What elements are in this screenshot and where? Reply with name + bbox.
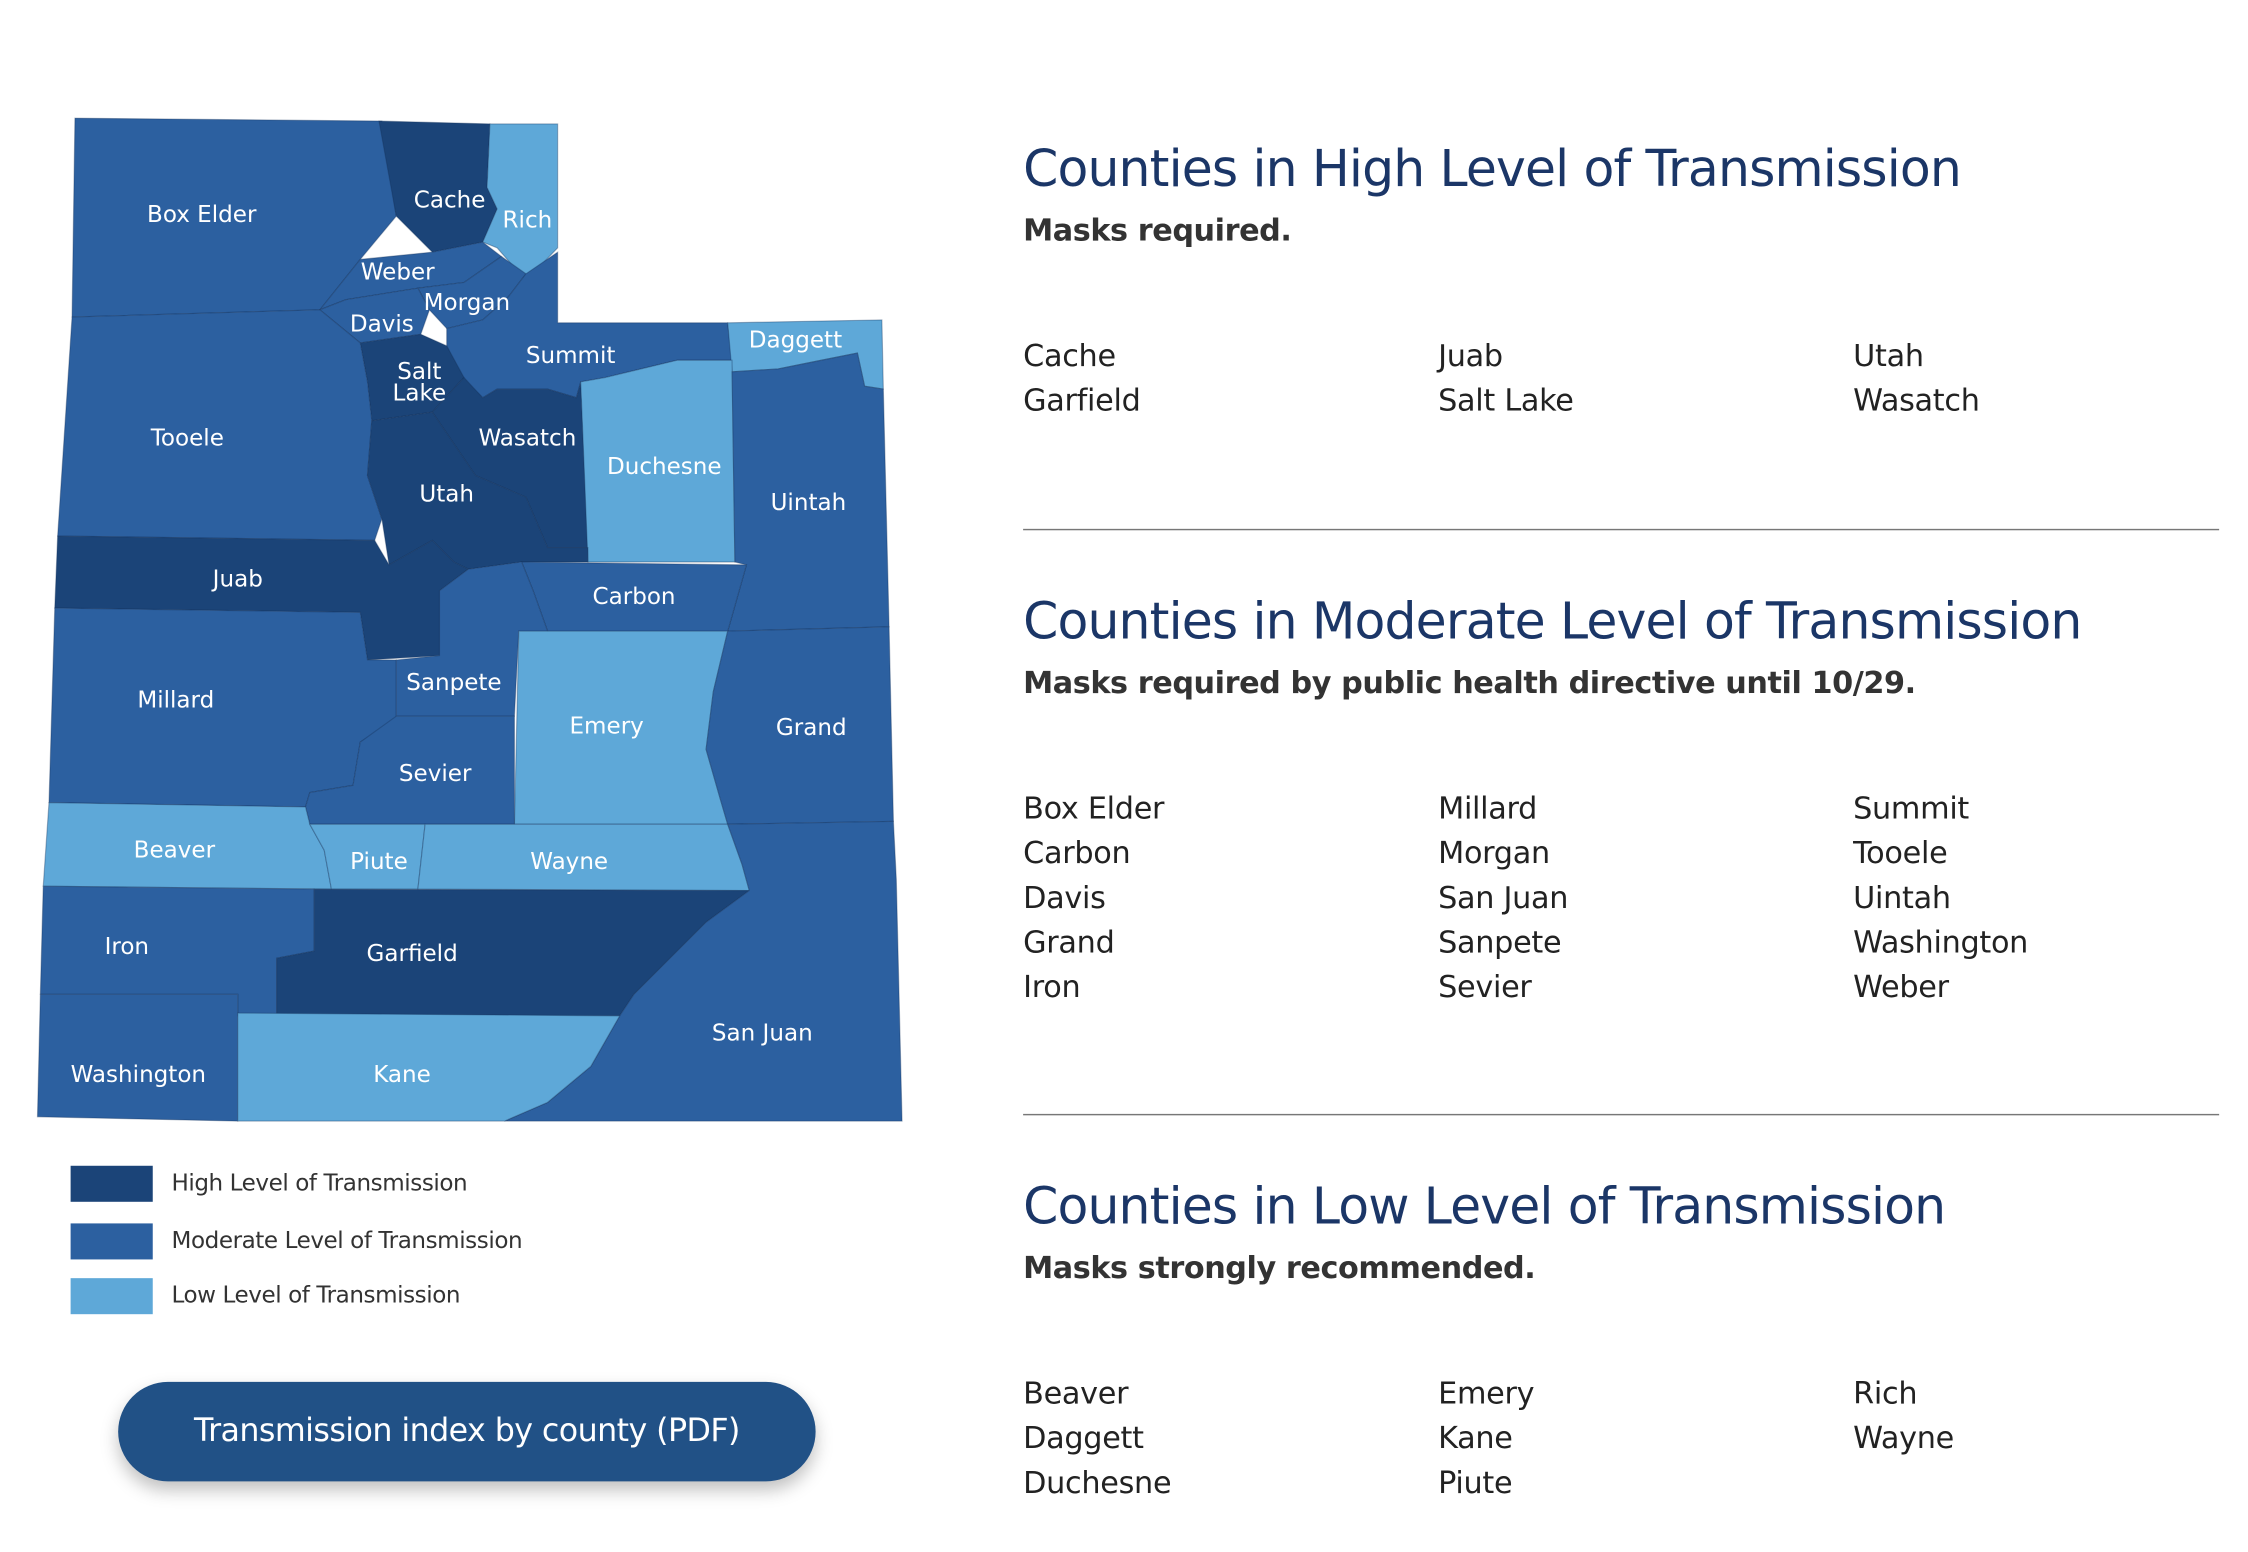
- county-label-uintah: Uintah: [771, 490, 847, 516]
- county-label-grand: Grand: [776, 715, 847, 741]
- county-label-duchesne: Duchesne: [607, 454, 722, 480]
- county-list-item: Carbon: [1023, 835, 1131, 871]
- county-list-item: Davis: [1023, 880, 1106, 916]
- county-column: Juab Salt Lake: [1438, 334, 1853, 423]
- legend-label: Moderate Level of Transmission: [171, 1226, 523, 1254]
- county-label-wayne: Wayne: [530, 849, 608, 875]
- county-label-box-elder: Box Elder: [147, 202, 257, 228]
- county-column: Summit Tooele Uintah Washington Weber: [1853, 787, 2248, 1010]
- county-label-emery: Emery: [570, 713, 644, 739]
- county-label-utah: Utah: [419, 481, 474, 507]
- county-label-daggett: Daggett: [749, 327, 842, 353]
- utah-county-map: Box Elder Cache Rich Weber Morgan Davis Summit…: [36, 117, 903, 1122]
- county-list-item: Piute: [1438, 1465, 1513, 1501]
- county-label-morgan: Morgan: [424, 290, 510, 316]
- legend-swatch-moderate: [70, 1223, 153, 1260]
- section-subtitle: Masks required by public health directiv…: [1023, 665, 1916, 701]
- section-high: Counties in High Level of Transmission M…: [1023, 141, 2219, 418]
- county-list-item: Sanpete: [1438, 925, 1562, 960]
- section-low: Counties in Low Level of Transmission Ma…: [1023, 1178, 2219, 1500]
- county-label-kane: Kane: [373, 1062, 431, 1088]
- county-list-item: Uintah: [1853, 880, 1951, 916]
- county-list: Beaver Daggett Duchesne Emery Kane Piute Rich W…: [1023, 1372, 2248, 1506]
- county-label-san-juan: San Juan: [712, 1020, 813, 1046]
- county-washington: [36, 993, 239, 1122]
- county-label-carbon: Carbon: [593, 584, 676, 610]
- transmission-index-pdf-button[interactable]: Transmission index by county (PDF): [118, 1381, 816, 1482]
- county-label-iron: Iron: [105, 934, 149, 960]
- divider: [1023, 528, 2220, 531]
- county-list-item: Wayne: [1853, 1420, 1954, 1456]
- county-list-item: Salt Lake: [1438, 383, 1574, 418]
- county-rich: [481, 123, 559, 282]
- county-list-item: Washington: [1853, 925, 2029, 960]
- county-list-item: Emery: [1438, 1376, 1535, 1411]
- county-column: Rich Wayne: [1853, 1372, 2248, 1506]
- county-list: Cache Garfield Juab Salt Lake Utah Wasatch: [1023, 334, 2248, 423]
- county-list-item: Juab: [1438, 338, 1503, 374]
- legend-label: Low Level of Transmission: [171, 1281, 461, 1309]
- county-column: Box Elder Carbon Davis Grand Iron: [1023, 787, 1438, 1010]
- county-list-item: Beaver: [1023, 1376, 1129, 1411]
- section-title: Counties in Low Level of Transmission: [1023, 1178, 1946, 1237]
- county-label-sevier: Sevier: [399, 761, 472, 787]
- section-title: Counties in Moderate Level of Transmissi…: [1023, 593, 2082, 652]
- county-millard: [48, 607, 397, 808]
- county-column: Beaver Daggett Duchesne: [1023, 1372, 1438, 1506]
- section-title: Counties in High Level of Transmission: [1023, 141, 1962, 199]
- county-list: Box Elder Carbon Davis Grand Iron Millard Morg…: [1023, 787, 2248, 1010]
- county-column: Utah Wasatch: [1853, 334, 2248, 423]
- county-column: Millard Morgan San Juan Sanpete Sevier: [1438, 787, 1853, 1010]
- section-subtitle: Masks strongly recommended.: [1023, 1250, 1536, 1286]
- county-list-item: Grand: [1023, 925, 1115, 960]
- county-label-sanpete: Sanpete: [406, 670, 501, 696]
- county-kane: [237, 1012, 621, 1122]
- county-list-item: Weber: [1853, 969, 1949, 1005]
- county-list-item: Sevier: [1438, 969, 1532, 1005]
- legend-swatch-low: [70, 1278, 153, 1315]
- section-moderate: Counties in Moderate Level of Transmissi…: [1023, 593, 2219, 1005]
- county-column: Emery Kane Piute: [1438, 1372, 1853, 1506]
- county-list-item: Morgan: [1438, 835, 1550, 871]
- section-subtitle: Masks required.: [1023, 213, 1292, 248]
- county-list-item: Cache: [1023, 338, 1116, 374]
- county-list-item: Daggett: [1023, 1420, 1144, 1456]
- county-list-item: Garfield: [1023, 383, 1141, 418]
- county-label-juab: Juab: [211, 566, 263, 592]
- county-list-item: Millard: [1438, 791, 1538, 826]
- county-list-item: Utah: [1853, 338, 1924, 374]
- county-label-rich: Rich: [503, 208, 553, 234]
- county-label-piute: Piute: [350, 849, 408, 875]
- county-label-davis: Davis: [350, 311, 414, 337]
- county-list-item: Wasatch: [1853, 383, 1980, 418]
- county-piute: [308, 823, 426, 890]
- county-grand: [705, 626, 895, 825]
- county-label-salt-lake: Salt Lake: [392, 359, 446, 407]
- county-list-item: Kane: [1438, 1420, 1513, 1456]
- legend-swatch-high: [70, 1165, 153, 1202]
- county-label-beaver: Beaver: [134, 837, 216, 863]
- county-label-wasatch: Wasatch: [478, 425, 576, 451]
- county-label-tooele: Tooele: [150, 425, 224, 451]
- county-list-item: Duchesne: [1023, 1465, 1172, 1501]
- county-label-washington: Washington: [71, 1062, 206, 1088]
- county-list-item: Box Elder: [1023, 791, 1165, 826]
- legend-label: High Level of Transmission: [171, 1168, 468, 1197]
- county-label-summit: Summit: [526, 343, 616, 369]
- divider: [1023, 1113, 2220, 1116]
- county-label-millard: Millard: [137, 688, 214, 714]
- county-list-item: Summit: [1853, 791, 1970, 826]
- county-list-item: San Juan: [1438, 880, 1569, 916]
- county-label-garfield: Garfield: [367, 941, 458, 967]
- county-label-cache: Cache: [414, 188, 486, 214]
- county-list-item: Iron: [1023, 969, 1081, 1005]
- county-list-item: Rich: [1853, 1376, 1918, 1411]
- county-uintah: [726, 352, 890, 632]
- county-label-weber: Weber: [361, 260, 435, 286]
- county-column: Cache Garfield: [1023, 334, 1438, 423]
- county-list-item: Tooele: [1853, 835, 1948, 871]
